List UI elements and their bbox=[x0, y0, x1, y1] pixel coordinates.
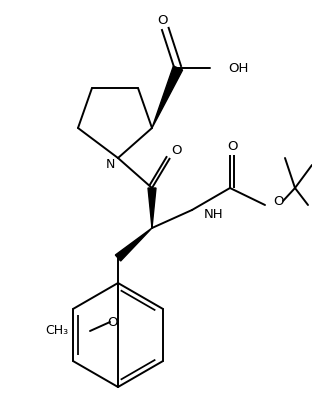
Text: CH₃: CH₃ bbox=[45, 325, 68, 337]
Text: O: O bbox=[171, 143, 181, 157]
Text: O: O bbox=[158, 14, 168, 26]
Text: OH: OH bbox=[228, 62, 248, 74]
Text: O: O bbox=[107, 316, 117, 328]
Polygon shape bbox=[115, 228, 152, 261]
Text: O: O bbox=[273, 194, 284, 208]
Polygon shape bbox=[148, 188, 156, 228]
Text: O: O bbox=[227, 139, 237, 152]
Text: NH: NH bbox=[204, 208, 224, 220]
Text: N: N bbox=[105, 157, 115, 171]
Polygon shape bbox=[152, 66, 183, 128]
